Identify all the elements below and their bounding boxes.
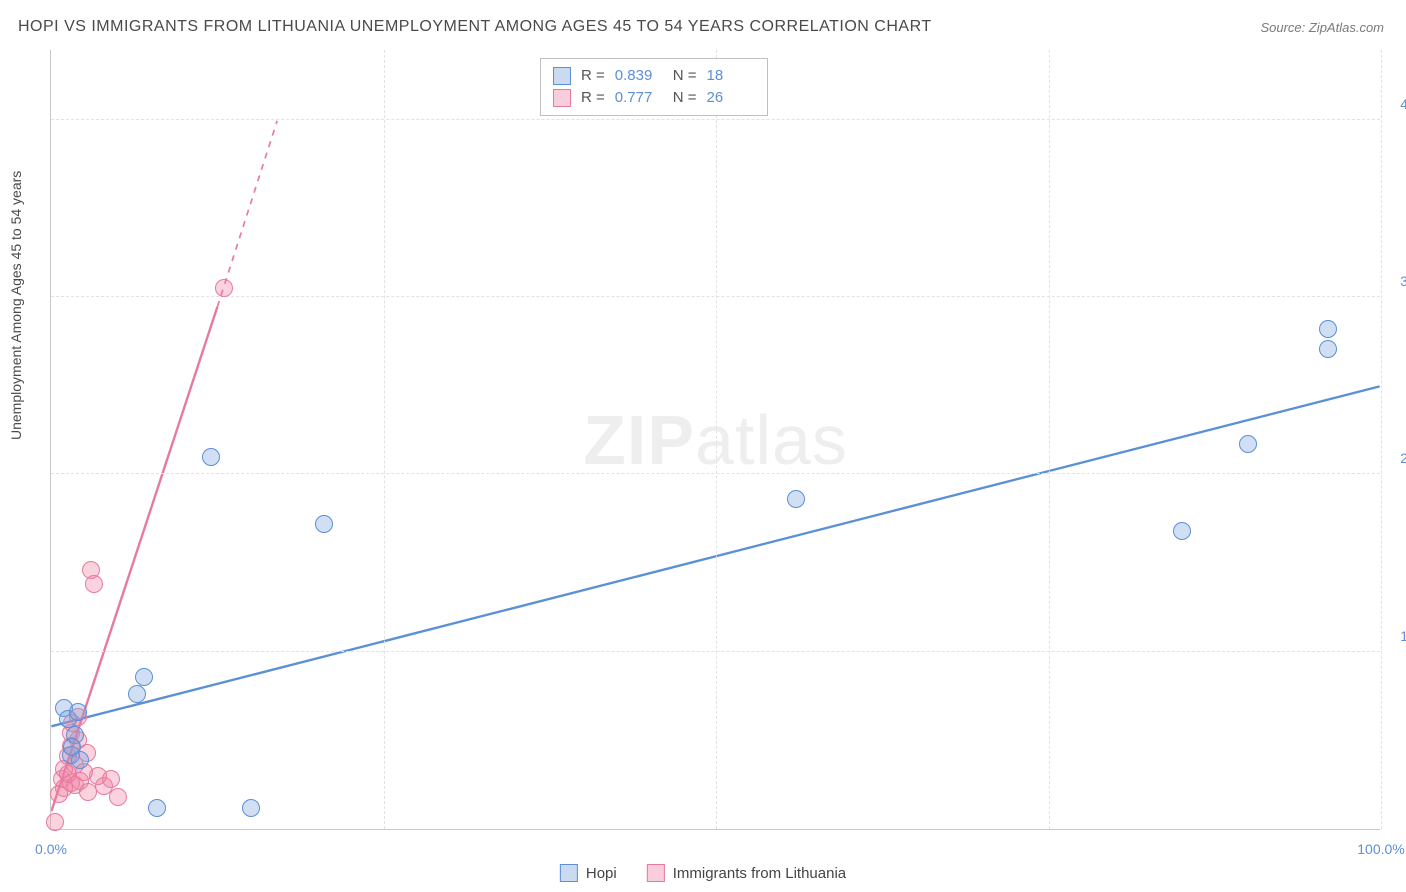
scatter-point — [102, 770, 120, 788]
r-label: R = — [581, 87, 605, 109]
series-legend-item: Immigrants from Lithuania — [647, 864, 846, 882]
y-tick-label: 20.0% — [1385, 450, 1406, 466]
scatter-point — [787, 490, 805, 508]
scatter-point — [128, 685, 146, 703]
x-tick-label: 0.0% — [35, 841, 67, 857]
correlation-legend: R = 0.839 N = 18 R = 0.777 N = 26 — [540, 58, 768, 116]
y-tick-label: 30.0% — [1385, 273, 1406, 289]
gridline-vertical — [1049, 50, 1050, 829]
watermark-light: atlas — [695, 401, 848, 479]
swatch-icon — [553, 67, 571, 85]
scatter-point — [148, 799, 166, 817]
scatter-point — [109, 788, 127, 806]
scatter-point — [1319, 340, 1337, 358]
source-attribution: Source: ZipAtlas.com — [1260, 20, 1384, 35]
correlation-legend-row: R = 0.777 N = 26 — [553, 87, 755, 109]
scatter-point — [1319, 320, 1337, 338]
swatch-icon — [647, 864, 665, 882]
series-legend-item: Hopi — [560, 864, 617, 882]
r-value: 0.839 — [615, 65, 663, 87]
correlation-legend-row: R = 0.839 N = 18 — [553, 65, 755, 87]
gridline-vertical — [1381, 50, 1382, 829]
scatter-point — [69, 703, 87, 721]
scatter-point — [63, 738, 81, 756]
scatter-point — [202, 448, 220, 466]
n-label: N = — [673, 87, 697, 109]
y-tick-label: 40.0% — [1385, 96, 1406, 112]
scatter-point — [1173, 522, 1191, 540]
swatch-icon — [553, 89, 571, 107]
series-legend-label: Immigrants from Lithuania — [673, 865, 846, 882]
scatter-point — [85, 575, 103, 593]
x-tick-label: 100.0% — [1357, 841, 1404, 857]
n-label: N = — [673, 65, 697, 87]
series-legend-label: Hopi — [586, 865, 617, 882]
r-label: R = — [581, 65, 605, 87]
series-legend: Hopi Immigrants from Lithuania — [560, 864, 846, 882]
gridline-vertical — [716, 50, 717, 829]
chart-title: HOPI VS IMMIGRANTS FROM LITHUANIA UNEMPL… — [18, 18, 932, 36]
scatter-point — [1239, 435, 1257, 453]
y-tick-label: 10.0% — [1385, 628, 1406, 644]
scatter-point — [315, 515, 333, 533]
watermark-bold: ZIP — [583, 401, 695, 479]
swatch-icon — [560, 864, 578, 882]
scatter-point — [46, 813, 64, 831]
y-axis-label: Unemployment Among Ages 45 to 54 years — [8, 171, 24, 440]
n-value: 26 — [707, 87, 755, 109]
plot-area: ZIPatlas 10.0%20.0%30.0%40.0%0.0%100.0% — [50, 50, 1380, 830]
scatter-point — [242, 799, 260, 817]
scatter-point — [135, 668, 153, 686]
n-value: 18 — [707, 65, 755, 87]
gridline-vertical — [384, 50, 385, 829]
scatter-point — [215, 279, 233, 297]
r-value: 0.777 — [615, 87, 663, 109]
